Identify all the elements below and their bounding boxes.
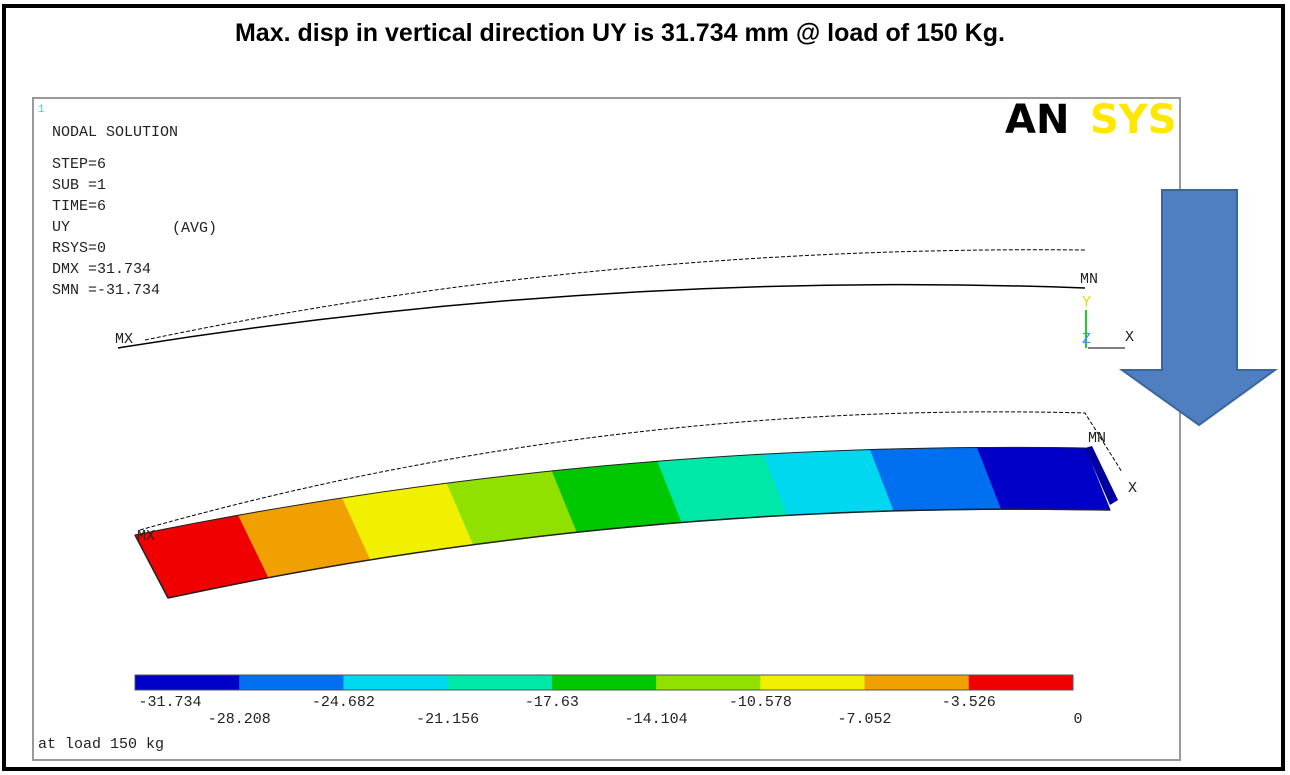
- info-line: TIME=6: [52, 198, 106, 215]
- logo-sys: SYS: [1090, 97, 1177, 143]
- caption: at load 150 kg: [38, 736, 164, 753]
- legend-band: [865, 675, 970, 690]
- info-line: DMX =31.734: [52, 261, 151, 278]
- legend-tick-label: -31.734: [138, 694, 201, 711]
- screenshot: Max. disp in vertical direction UY is 31…: [0, 0, 1290, 775]
- legend-band: [343, 675, 448, 690]
- legend-band: [552, 675, 657, 690]
- legend-tick-label: -24.682: [312, 694, 375, 711]
- legend-band: [760, 675, 865, 690]
- info-line: SMN =-31.734: [52, 282, 160, 299]
- legend-tick-label: 0: [1073, 711, 1082, 728]
- title: Max. disp in vertical direction UY is 31…: [235, 19, 1005, 47]
- window-number: 1: [38, 104, 45, 116]
- min-label: MN: [1080, 271, 1098, 288]
- legend-tick-label: -7.052: [838, 711, 892, 728]
- legend-tick-label: -3.526: [942, 694, 996, 711]
- min-label: MN: [1088, 430, 1106, 447]
- max-label: MX: [137, 528, 155, 545]
- heading: NODAL SOLUTION: [52, 124, 178, 141]
- legend-band: [135, 675, 240, 690]
- legend-tick-label: -17.63: [525, 694, 579, 711]
- x-axis-label: X: [1128, 480, 1137, 497]
- avg-label: (AVG): [172, 220, 217, 237]
- legend-tick-label: -14.104: [625, 711, 688, 728]
- legend-tick-label: -21.156: [416, 711, 479, 728]
- max-label: MX: [115, 331, 133, 348]
- legend-band: [969, 675, 1074, 690]
- x-axis-label: X: [1125, 329, 1134, 346]
- legend-band: [239, 675, 344, 690]
- logo-an: AN: [1005, 97, 1069, 143]
- legend-band: [448, 675, 553, 690]
- info-line: RSYS=0: [52, 240, 106, 257]
- z-axis-label: Z: [1082, 331, 1091, 348]
- info-line: STEP=6: [52, 156, 106, 173]
- info-line: SUB =1: [52, 177, 106, 194]
- info-line: UY: [52, 219, 70, 236]
- ansys-window: [33, 98, 1180, 760]
- legend-band: [656, 675, 761, 690]
- legend-tick-label: -10.578: [729, 694, 792, 711]
- y-axis-label: Y: [1082, 294, 1091, 311]
- legend-tick-label: -28.208: [208, 711, 271, 728]
